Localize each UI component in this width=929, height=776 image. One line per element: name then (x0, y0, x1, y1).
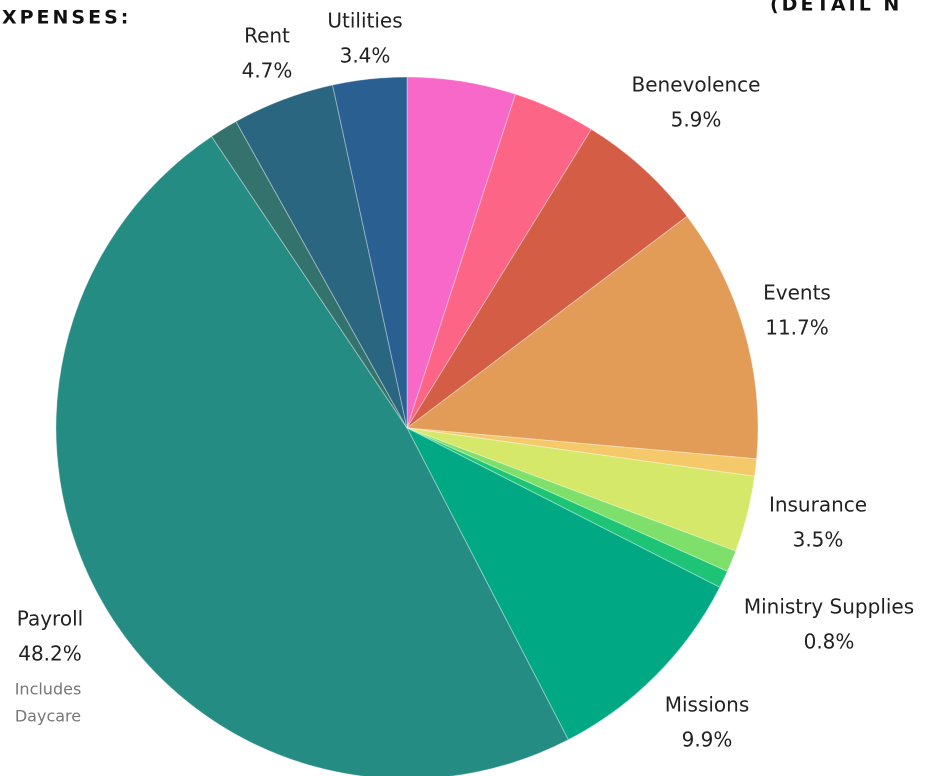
pie-slice (406, 427, 737, 573)
pie-slice (406, 76, 517, 429)
pie-slice (405, 426, 721, 741)
slice-label: Insurance (769, 493, 867, 517)
slice-label: Payroll (17, 607, 83, 631)
slice-label: Rent (244, 24, 290, 48)
slice-value-label: 11.7% (765, 316, 829, 340)
pie-slice (235, 84, 408, 429)
slice-label: Benevolence (632, 73, 761, 97)
chart-title: EXPENSES: (0, 7, 131, 29)
pie-slice (210, 120, 408, 429)
annotation: Daycare (15, 707, 81, 726)
slice-label: Utilities (327, 9, 402, 33)
pie-slice (406, 128, 688, 429)
pie-slice (406, 427, 756, 552)
pie-slice (55, 135, 569, 776)
slice-value-label: 3.5% (793, 528, 844, 552)
slice-value-label: 9.9% (682, 728, 733, 752)
slice-value-label: 48.2% (18, 642, 82, 666)
chart-subtitle: (DETAIL N (770, 0, 902, 16)
slice-label: Missions (665, 693, 750, 717)
slice-value-label: 4.7% (242, 59, 293, 83)
annotation: Includes (15, 680, 82, 699)
slice-value-label: 3.4% (340, 44, 391, 68)
pie-slice (406, 427, 729, 589)
slice-value-label: 0.8% (804, 630, 855, 654)
pie-slice (406, 427, 758, 477)
pie-slice (405, 215, 759, 460)
slice-label: Ministry Supplies (744, 595, 914, 619)
slice-value-label: 5.9% (671, 108, 722, 132)
pie-slice (406, 93, 593, 429)
pie-slice (331, 76, 408, 429)
slice-label: Events (763, 281, 831, 305)
